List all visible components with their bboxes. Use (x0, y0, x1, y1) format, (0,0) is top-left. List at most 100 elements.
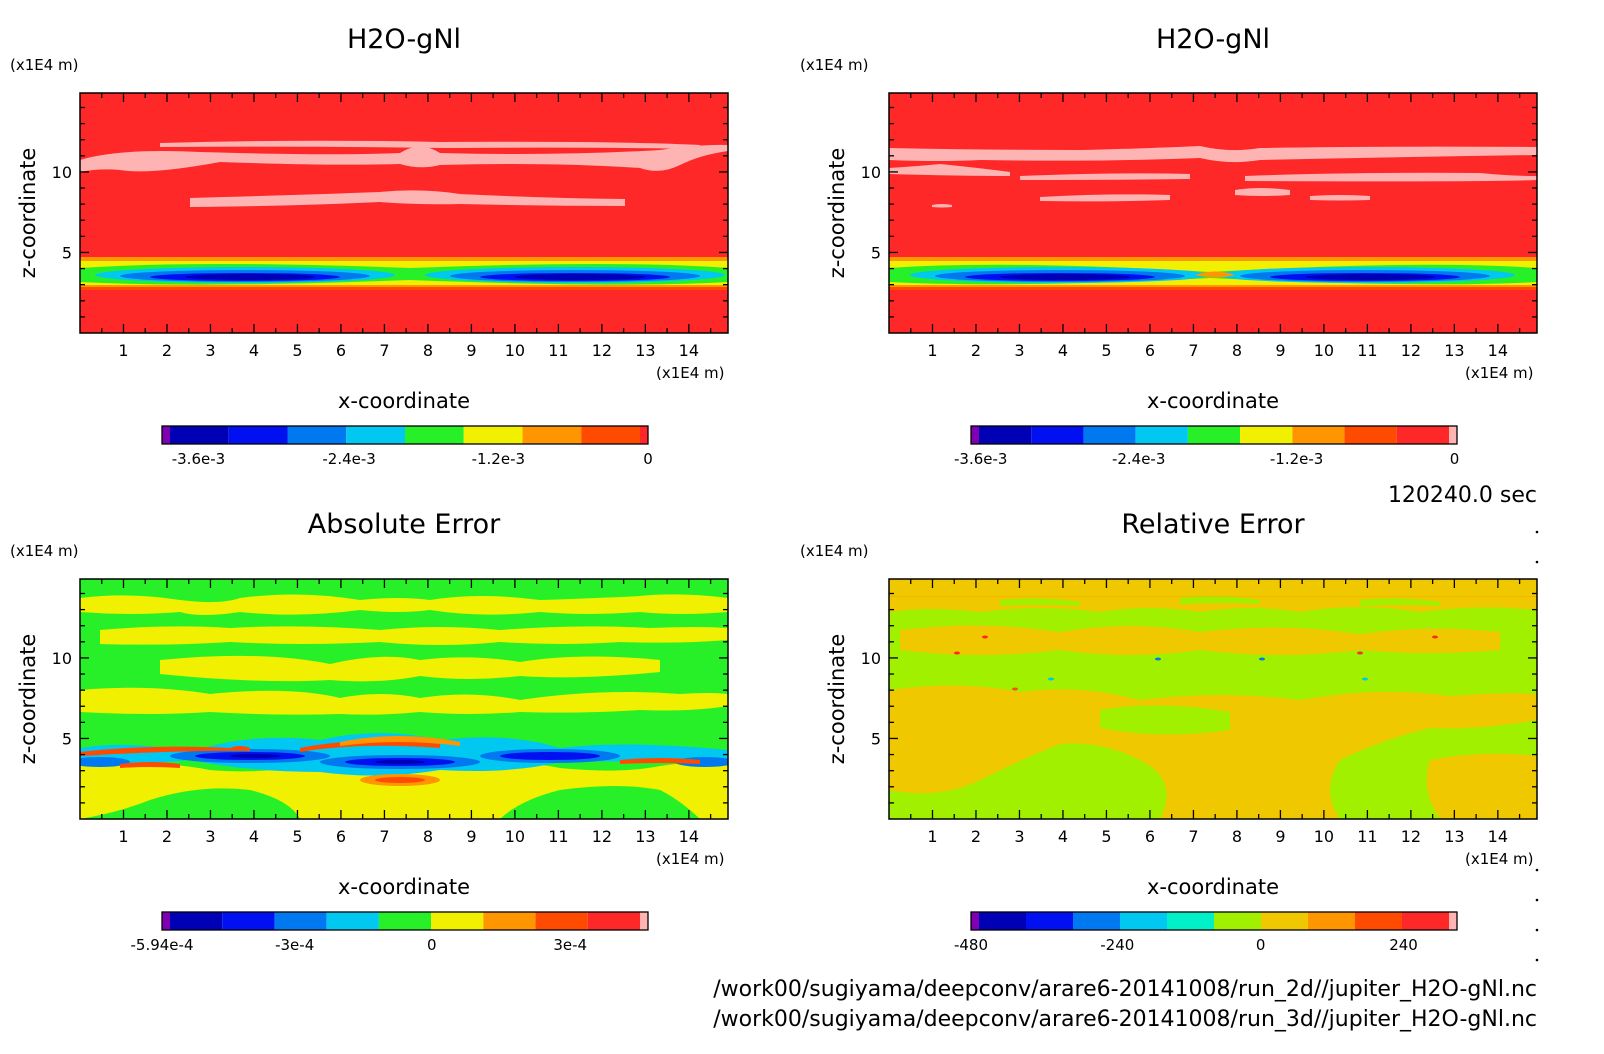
x-tick-label: 10 (505, 827, 525, 846)
colorbar-swatch (979, 426, 1032, 444)
x-tick-label: 11 (1357, 341, 1377, 360)
plot-frame (79, 92, 729, 334)
x-tick-label: 1 (118, 827, 128, 846)
y-tick-label: 10 (861, 163, 881, 182)
x-tick-label: 3 (1014, 341, 1024, 360)
x-tick-label: 14 (1488, 341, 1508, 360)
colorbar-frame (970, 911, 1458, 931)
colorbar-swatch (1214, 912, 1261, 930)
x-tick-label: 5 (1101, 827, 1111, 846)
colorbar-tick-label: 3e-4 (553, 936, 587, 954)
x-tick-label: 7 (1188, 341, 1198, 360)
x-tick-label: 14 (1488, 827, 1508, 846)
x-unit-label: (x1E4 m) (656, 364, 725, 382)
x-tick-label: 4 (1058, 827, 1068, 846)
panel-absolute-error: Absolute Error (x1E4 m) (10, 509, 729, 954)
y-tick-label: 10 (52, 163, 72, 182)
colorbar-swatch (1344, 426, 1397, 444)
panel-title: Absolute Error (308, 509, 501, 540)
colorbar-tick-label: -240 (1100, 936, 1134, 954)
x-tick-label: 5 (1101, 341, 1111, 360)
x-axis-label: x-coordinate (1147, 389, 1279, 413)
panel-title: H2O-gNl (347, 24, 461, 55)
colorbar-swatch (1449, 426, 1457, 444)
colorbar-swatch (1031, 426, 1084, 444)
colorbar-frame (970, 425, 1458, 445)
colorbar-tick-label: 0 (1256, 936, 1266, 954)
panel-title: H2O-gNl (1156, 24, 1270, 55)
colorbar-tick-label: -2.4e-3 (322, 450, 375, 468)
x-tick-label: 13 (1444, 341, 1464, 360)
x-tick-label: 10 (1314, 827, 1334, 846)
field-background (80, 93, 728, 333)
colorbar-swatch (1167, 912, 1214, 930)
y-unit-label: (x1E4 m) (800, 56, 869, 74)
plot-frame (888, 578, 1538, 820)
colorbar: -480 -240 0 240 (954, 911, 1458, 954)
x-tick-label: 13 (635, 341, 655, 360)
colorbar-tick-label: -1.2e-3 (472, 450, 525, 468)
margin-dots (1535, 530, 1539, 962)
time-label: 120240.0 sec (1388, 483, 1537, 508)
colorbar-swatch (1026, 912, 1073, 930)
colorbar-frame (161, 425, 649, 445)
colorbar: -3.6e-3 -2.4e-3 -1.2e-3 0 (954, 425, 1460, 468)
colorbar-swatch (971, 912, 979, 930)
colorbar-tick-label: -3.6e-3 (954, 450, 1007, 468)
x-axis-label: x-coordinate (338, 389, 470, 413)
colorbar-swatch (587, 912, 640, 930)
colorbar-swatch (483, 912, 536, 930)
panel-title: Relative Error (1121, 509, 1305, 540)
colorbar-swatch (1449, 912, 1457, 930)
colorbar-swatch (1402, 912, 1449, 930)
x-tick-label: 8 (1232, 341, 1242, 360)
x-tick-label: 7 (1188, 827, 1198, 846)
y-axis-label: z-coordinate (16, 148, 40, 279)
colorbar-tick-label: 0 (427, 936, 437, 954)
contour-field (80, 579, 728, 819)
colorbar-swatch (1308, 912, 1355, 930)
x-tick-label: 4 (249, 341, 259, 360)
x-tick-label: 7 (379, 827, 389, 846)
panel-h2o-gnl-3d: H2O-gNl (x1E4 m) (800, 24, 1538, 468)
x-tick-label: 2 (971, 341, 981, 360)
colorbar-frame (161, 911, 649, 931)
x-tick-label: 4 (1058, 341, 1068, 360)
colorbar-swatch (581, 426, 640, 444)
colorbar-tick-label: 0 (1450, 450, 1460, 468)
y-tick-label: 10 (861, 649, 881, 668)
colorbar: -3.6e-3 -2.4e-3 -1.2e-3 0 (161, 425, 653, 468)
x-axis-label: x-coordinate (1147, 875, 1279, 899)
field-background (889, 93, 1537, 333)
colorbar-swatch (1187, 426, 1241, 444)
colorbar-swatch (1396, 426, 1449, 444)
x-tick-label: 13 (635, 827, 655, 846)
colorbar-swatch (1135, 426, 1188, 444)
y-tick-label: 5 (871, 243, 881, 262)
panel-relative-error: Relative Error (x1E4 m) (800, 509, 1538, 954)
y-unit-label: (x1E4 m) (10, 542, 79, 560)
x-tick-label: 6 (1145, 827, 1155, 846)
contour-field (889, 93, 1537, 333)
x-tick-label: 12 (1401, 341, 1421, 360)
x-tick-label: 9 (466, 827, 476, 846)
colorbar-swatch (431, 912, 484, 930)
x-tick-label: 6 (1145, 341, 1155, 360)
x-tick-label: 12 (1401, 827, 1421, 846)
x-tick-label: 6 (336, 341, 346, 360)
x-tick-label: 4 (249, 827, 259, 846)
colorbar-swatch (979, 912, 1026, 930)
x-tick-label: 3 (1014, 827, 1024, 846)
x-tick-label: 10 (505, 341, 525, 360)
x-tick-label: 11 (548, 827, 568, 846)
y-tick-label: 5 (871, 729, 881, 748)
x-unit-label: (x1E4 m) (1465, 850, 1534, 868)
x-tick-label: 2 (162, 827, 172, 846)
colorbar-swatch (1292, 426, 1345, 444)
colorbar-tick-label: -1.2e-3 (1270, 450, 1323, 468)
y-axis-label: z-coordinate (825, 148, 849, 279)
